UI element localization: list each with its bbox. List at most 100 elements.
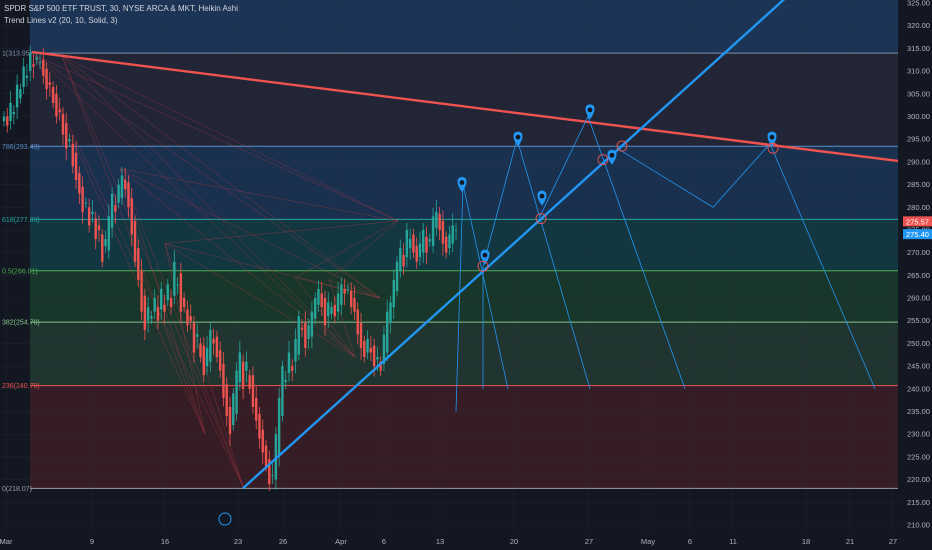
candle-body-14 — [48, 82, 52, 85]
fan-line-13 — [119, 168, 356, 358]
candle-body-46 — [153, 298, 156, 312]
y-tick-label-2: 220.00 — [907, 475, 930, 484]
fib-label-2: 618(277.33) — [2, 217, 40, 224]
candle-body-114 — [376, 357, 379, 360]
candle-body-31 — [104, 239, 107, 246]
fib-label-1: 786(293.43) — [2, 144, 40, 151]
candle-body-77 — [255, 397, 258, 421]
price-label-bg-0 — [903, 216, 932, 227]
candle-body-69 — [228, 406, 232, 435]
support-trend-line — [242, 0, 786, 490]
candle-body-15 — [51, 86, 55, 103]
x-tick-label-12: 11 — [729, 537, 737, 546]
touch-circle-3 — [616, 140, 628, 152]
candle-body-52 — [173, 261, 176, 296]
fib-label-5: 236(240.70) — [2, 383, 40, 390]
candle-body-57 — [189, 316, 192, 321]
candle-body-116 — [382, 334, 386, 364]
candle-body-28 — [94, 218, 97, 240]
candle-body-78 — [258, 413, 261, 439]
x-tick-label-7: 13 — [436, 537, 444, 546]
fib-label-4: 382(254.70) — [2, 320, 40, 327]
candle-body-112 — [369, 347, 373, 353]
fan-line-12 — [119, 168, 381, 299]
candle-body-91 — [300, 327, 304, 330]
candle-body-111 — [366, 338, 369, 353]
candle-body-5 — [19, 89, 22, 99]
pin-dot-0 — [459, 180, 465, 185]
y-tick-label-16: 290.00 — [907, 157, 930, 166]
pin-dot-1 — [482, 252, 488, 258]
candle-body-68 — [225, 384, 228, 417]
candle-body-84 — [277, 397, 281, 455]
candle-body-80 — [264, 445, 268, 466]
candle-body-109 — [359, 323, 363, 348]
x-tick-label-9: 27 — [585, 537, 593, 546]
x-tick-label-11: 6 — [688, 537, 692, 546]
candle-body-56 — [186, 309, 189, 326]
candle-body-34 — [114, 204, 117, 212]
candle-body-97 — [320, 293, 323, 308]
candle-body-62 — [205, 347, 209, 367]
candle-body-70 — [232, 393, 235, 426]
candle-body-110 — [363, 341, 366, 358]
candle-body-22 — [74, 152, 78, 181]
candle-body-118 — [389, 302, 392, 324]
candle-body-73 — [241, 361, 245, 389]
x-tick-label-10: May — [641, 537, 655, 546]
y-tick-label-17: 295.00 — [907, 135, 930, 144]
fan-line-19 — [164, 243, 206, 435]
candle-body-50 — [166, 284, 169, 301]
fan-line-0 — [34, 55, 245, 489]
pin-dot-3 — [539, 193, 545, 199]
x-tick-label-13: 18 — [802, 537, 810, 546]
trend-lines[interactable] — [31, 0, 899, 490]
y-tick-label-20: 310.00 — [907, 67, 930, 76]
fan-line-16 — [164, 220, 399, 244]
candle-body-121 — [399, 248, 402, 271]
candle-body-19 — [65, 123, 68, 149]
candle-body-1 — [6, 116, 9, 126]
projection-path-3 — [616, 142, 876, 389]
candle-body-35 — [117, 184, 120, 203]
y-tick-label-9: 255.00 — [907, 316, 930, 325]
candle-body-74 — [245, 361, 248, 371]
fan-line-6 — [61, 55, 399, 222]
candle-body-64 — [212, 338, 215, 344]
touch-circle-4 — [767, 142, 779, 154]
price-label-bg-1 — [903, 229, 932, 240]
y-tick-label-22: 320.00 — [907, 21, 930, 30]
candles — [2, 45, 458, 492]
candle-body-135 — [444, 236, 448, 253]
candle-body-127 — [418, 243, 422, 258]
fan-line-8 — [61, 55, 356, 358]
price-label-1: 275.40 — [906, 230, 929, 239]
touch-circle-0 — [477, 260, 489, 272]
candle-body-4 — [15, 84, 19, 108]
candle-body-130 — [428, 239, 431, 242]
fib-label-0: 1(313.95) — [2, 51, 32, 58]
pin-dot-5 — [609, 152, 615, 158]
candle-body-43 — [143, 295, 147, 330]
candle-body-23 — [78, 173, 81, 194]
candle-body-60 — [199, 343, 202, 358]
candle-body-126 — [415, 245, 418, 262]
candle-body-32 — [107, 216, 111, 251]
x-tick-label-8: 20 — [510, 537, 518, 546]
candle-body-39 — [130, 198, 133, 235]
candle-body-117 — [386, 311, 389, 353]
y-tick-label-12: 270.00 — [907, 248, 930, 257]
x-tick-label-3: 23 — [234, 537, 242, 546]
fan-line-2 — [34, 54, 381, 299]
candle-body-120 — [395, 261, 399, 292]
candle-body-88 — [291, 366, 294, 371]
candle-body-95 — [313, 298, 317, 319]
candle-body-86 — [284, 379, 287, 383]
fan-line-7 — [61, 55, 381, 299]
candle-body-87 — [287, 352, 291, 373]
candle-body-123 — [405, 229, 409, 258]
fan-line-25 — [328, 279, 356, 358]
candle-body-47 — [156, 307, 160, 321]
pin-dot-2 — [515, 134, 521, 140]
